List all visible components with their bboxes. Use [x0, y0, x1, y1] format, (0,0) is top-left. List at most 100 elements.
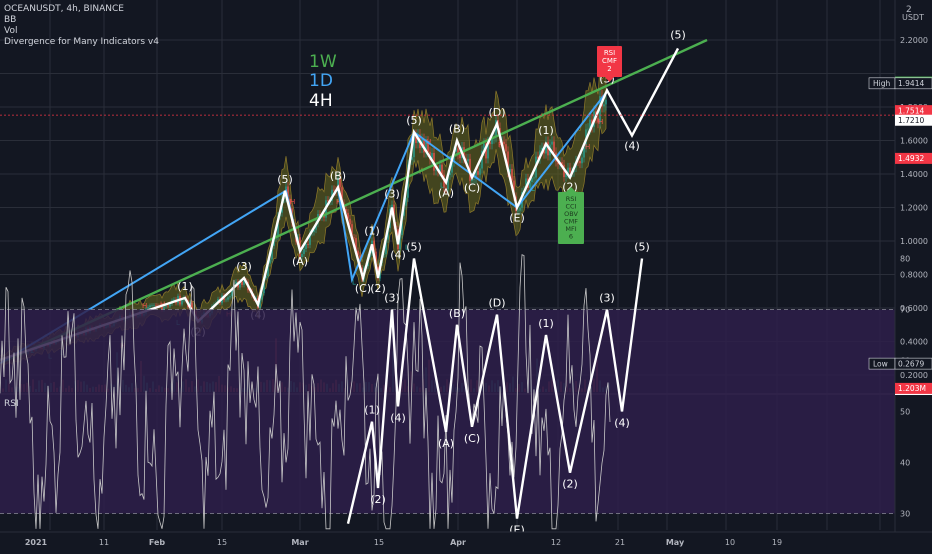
bullish-divergence-label: 6	[569, 233, 573, 241]
candle-body	[589, 119, 591, 129]
candle-body	[231, 288, 233, 297]
price-tag-prefix: Low	[873, 359, 888, 368]
rsi-tick-label: 50	[900, 408, 910, 417]
time-tick-label-hidden: 20	[295, 538, 305, 547]
candle-body	[401, 215, 403, 236]
candle-body	[487, 142, 489, 159]
time-tick-label: 11	[99, 538, 109, 547]
candle-body	[173, 299, 175, 301]
candle-body	[579, 161, 581, 164]
candle-body	[287, 186, 289, 199]
candle-body	[265, 276, 267, 278]
candle-body	[509, 168, 511, 173]
price-tag-bg	[894, 77, 932, 90]
candle-body	[161, 305, 163, 311]
candle-body	[491, 138, 493, 145]
candle-body	[507, 151, 509, 173]
candle-body	[309, 232, 311, 245]
candle-body	[435, 170, 437, 171]
rsi-title[interactable]: RSI	[4, 399, 19, 409]
wave-label: (D)	[488, 106, 505, 119]
candle-body	[473, 178, 475, 180]
price-tick-label: 1.6000	[900, 137, 928, 146]
rsi-panel: (1)(2)(3)(4)(5)(A)(B)(C)(D)(E)(1)(2)(3)(…	[0, 241, 895, 537]
timeframe-label-1d: 1D	[309, 71, 333, 91]
price-tick-label: 0.2000	[900, 371, 928, 380]
candle-body	[411, 157, 413, 160]
wave-label: (B)	[330, 169, 346, 182]
time-tick-label: 15	[374, 538, 384, 547]
candle-body	[261, 293, 263, 300]
candle-body	[557, 161, 559, 165]
price-tick-label: 0.8000	[900, 271, 928, 280]
candle-body	[455, 148, 457, 152]
price-tag-prefix: High	[873, 79, 890, 88]
wave-label: (5)	[277, 173, 293, 186]
candle-body	[147, 307, 149, 309]
candle-body	[225, 299, 227, 301]
candle-body	[333, 189, 335, 191]
candle-body	[537, 156, 539, 159]
candle-body	[373, 240, 375, 252]
price-tags: 1.9488High1.94141.751402:15:151.72101.49…	[868, 76, 932, 394]
bearish-divergence-label: CMF	[602, 57, 617, 65]
candle-body	[337, 178, 339, 192]
candle-body	[259, 299, 261, 309]
symbol-title[interactable]: OCEANUSDT, 4h, BINANCE	[4, 4, 124, 14]
bullish-divergence-label: OBV	[564, 210, 578, 218]
candle-body	[269, 259, 271, 264]
wave-label: (4)	[624, 139, 640, 152]
price-tag-bg	[895, 382, 932, 394]
bearish-divergence-pointer	[605, 77, 614, 82]
candle-body	[383, 254, 385, 255]
price-tag-value: 1.4932	[898, 154, 924, 163]
candle-body	[439, 164, 441, 172]
candle-body	[431, 153, 433, 160]
candle-body	[551, 141, 553, 145]
candle-body	[305, 243, 307, 249]
rsi-wave-label: (4)	[614, 417, 630, 430]
price-tick-label: 0.6000	[900, 304, 928, 313]
candle-body	[155, 305, 157, 306]
divergence-marker-l: L	[440, 181, 444, 189]
candle-body	[451, 161, 453, 173]
candle-body	[323, 215, 325, 218]
candle-body	[163, 306, 165, 311]
candle-body	[545, 141, 547, 154]
candle-body	[181, 300, 183, 305]
candle-body	[569, 167, 571, 173]
candle-body	[375, 251, 377, 267]
candle-body	[467, 158, 469, 162]
candle-body	[235, 281, 237, 284]
wave-label: (1)	[177, 280, 193, 293]
time-tick-label: 15	[217, 538, 227, 547]
rsi-tick-label: 40	[900, 459, 910, 468]
wave-label: (C)	[355, 282, 371, 295]
candle-body	[403, 205, 405, 216]
bullish-divergence-label: RSI	[566, 195, 577, 203]
candle-body	[169, 303, 171, 307]
time-tick-label: 19	[772, 538, 782, 547]
rsi-wave-label: (3)	[384, 292, 400, 305]
chart-legend: OCEANUSDT, 4h, BINANCE BB Vol Divergence…	[4, 4, 159, 48]
wave-4h-line	[0, 47, 680, 362]
indicator-bb[interactable]: BB	[4, 15, 17, 25]
candle-body	[413, 134, 415, 158]
candle-body	[345, 209, 347, 213]
indicator-divergence[interactable]: Divergence for Many Indicators v4	[4, 37, 159, 47]
candle-body	[583, 147, 585, 158]
candle-body	[503, 141, 505, 145]
time-tick-label: 2021	[25, 538, 48, 547]
candle-body	[481, 150, 483, 169]
candle-body	[477, 171, 479, 175]
indicator-vol[interactable]: Vol	[4, 26, 18, 36]
candle-body	[597, 117, 599, 123]
candle-body	[605, 99, 607, 105]
candle-body	[405, 197, 407, 206]
candle-body	[191, 302, 193, 311]
candle-body	[581, 157, 583, 164]
rsi-tick-label: 80	[900, 255, 910, 264]
price-tag-r2: 1.4932	[895, 152, 932, 164]
